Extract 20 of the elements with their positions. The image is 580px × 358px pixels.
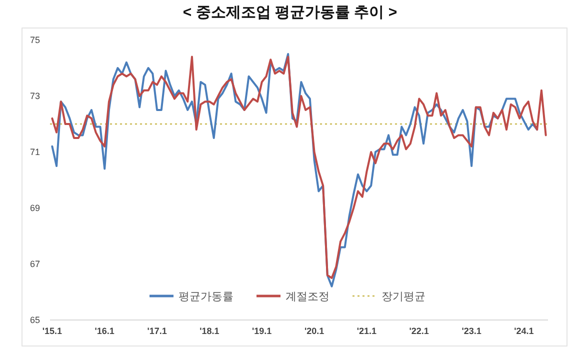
y-tick-label: 69: [30, 203, 40, 213]
x-tick-label: '15.1: [42, 326, 62, 336]
x-tick-label: '20.1: [304, 326, 324, 336]
y-tick-label: 75: [30, 35, 40, 45]
x-tick-label: '23.1: [462, 326, 482, 336]
x-tick-label: '22.1: [409, 326, 429, 336]
y-tick-label: 73: [30, 91, 40, 101]
x-tick-label: '21.1: [356, 326, 377, 336]
x-tick-label: '16.1: [94, 326, 114, 336]
y-tick-label: 71: [30, 147, 40, 157]
legend-label: 장기평균: [382, 291, 426, 303]
x-tick-label: '19.1: [252, 326, 272, 336]
y-tick-label: 67: [30, 259, 40, 269]
y-tick-label: 65: [30, 315, 40, 325]
chart-title: < 중소제조업 평균가동률 추이 >: [182, 4, 398, 21]
x-tick-label: '24.1: [514, 326, 534, 336]
x-tick-label: '17.1: [147, 326, 167, 336]
legend-label: 평균가동률: [178, 291, 234, 303]
x-tick-label: '18.1: [200, 326, 220, 336]
legend-label: 계절조정: [286, 291, 330, 303]
